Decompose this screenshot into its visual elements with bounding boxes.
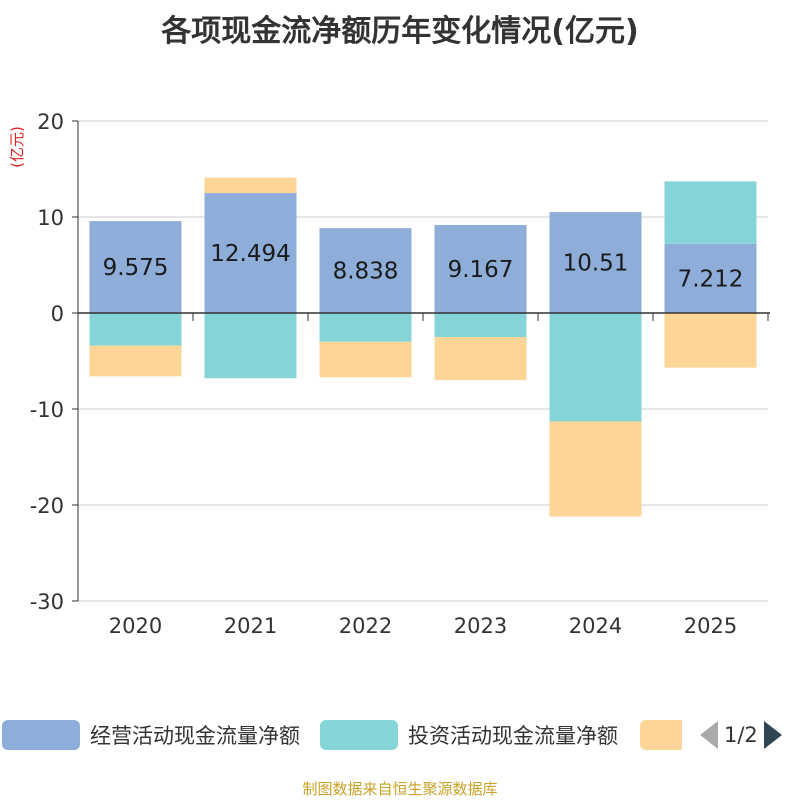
legend-swatch-investing [320, 720, 398, 750]
bar-1-2021 [204, 313, 297, 379]
bar-0-2023 [434, 224, 527, 313]
bar-2-2025 [664, 313, 757, 368]
bar-data-label: 10.51 [563, 251, 629, 277]
bar-2-2020 [89, 345, 182, 377]
x-tick-label: 2020 [109, 614, 162, 638]
pager-prev-icon[interactable] [700, 721, 718, 749]
bar-1-2020 [89, 313, 182, 346]
x-tick-label: 2022 [339, 614, 392, 638]
bar-data-label: 9.575 [103, 255, 169, 281]
legend-label-operating: 经营活动现金流量净额 [90, 724, 300, 748]
bar-data-label: 9.167 [448, 257, 514, 283]
labels-layer: 9.575 12.494 8.838 9.167 10.51 7.212 [103, 241, 744, 292]
bar-2-2024 [549, 421, 642, 517]
footer-source: 制图数据来自恒生聚源数据库 [302, 780, 498, 798]
bar-2-2021 [204, 177, 297, 194]
y-tick-label: -30 [30, 590, 64, 614]
legend-item-financing[interactable] [640, 720, 682, 750]
x-tick-label: 2024 [569, 614, 622, 638]
bar-0-2025 [664, 243, 757, 313]
pager-next-icon[interactable] [763, 721, 782, 749]
pager-page-indicator: 1/2 [724, 723, 758, 747]
axis-layer: 20 10 0 -10 -20 -30 (亿元) 2020 2021 2022 2023 2024 20… [8, 110, 770, 638]
bar-0-2022 [319, 228, 412, 313]
legend-swatch-financing [640, 720, 682, 750]
y-tick-label: -20 [30, 494, 64, 518]
bars-layer [89, 177, 757, 517]
legend: 经营活动现金流量净额 投资活动现金流量净额 1/2 [0, 714, 800, 754]
bar-data-label: 7.212 [678, 266, 744, 292]
legend-swatch-operating [2, 720, 80, 750]
x-tick-label: 2025 [684, 614, 737, 638]
legend-item-operating[interactable]: 经营活动现金流量净额 [2, 720, 300, 750]
y-tick-label: 0 [51, 302, 64, 326]
bar-data-label: 8.838 [333, 259, 399, 285]
legend-label-investing: 投资活动现金流量净额 [408, 724, 618, 748]
y-axis-unit-label: (亿元) [8, 126, 26, 168]
bar-data-label: 12.494 [210, 241, 290, 267]
bar-1-2025 [664, 181, 757, 244]
y-tick-label: -10 [30, 398, 64, 422]
bar-2-2022 [319, 341, 412, 378]
bar-1-2023 [434, 313, 527, 337]
chart: 20 10 0 -10 -20 -30 (亿元) 2020 2021 2022 2023 2024 20… [8, 110, 770, 638]
bar-0-2020 [89, 221, 182, 313]
x-tick-label: 2023 [454, 614, 507, 638]
y-tick-label: 20 [37, 110, 64, 134]
bar-0-2024 [549, 212, 642, 313]
legend-pager: 1/2 [700, 720, 782, 750]
bar-1-2024 [549, 313, 642, 422]
x-tick-label: 2021 [224, 614, 277, 638]
page-title: 各项现金流净额历年变化情况(亿元) [161, 14, 639, 49]
legend-item-investing[interactable]: 投资活动现金流量净额 [320, 720, 618, 750]
bar-0-2021 [204, 193, 297, 313]
grid-layer [78, 120, 768, 602]
bar-1-2022 [319, 313, 412, 342]
y-tick-label: 10 [37, 206, 64, 230]
bar-2-2023 [434, 337, 527, 381]
